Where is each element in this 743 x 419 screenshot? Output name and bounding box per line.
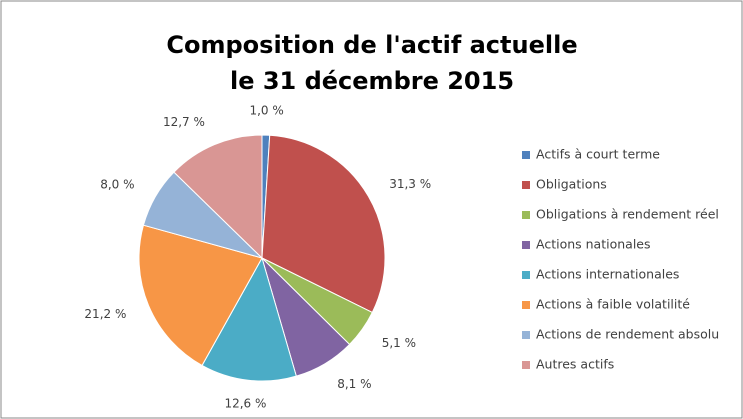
- data-label: 8,1 %: [337, 377, 371, 391]
- data-label: 5,1 %: [382, 336, 416, 350]
- data-label: 21,2 %: [84, 307, 126, 321]
- legend-label: Actions de rendement absolu: [536, 327, 719, 342]
- data-label: 12,7 %: [163, 115, 205, 129]
- legend-label: Obligations à rendement réel: [536, 207, 719, 222]
- legend-swatch: [522, 181, 530, 189]
- chart-title: le 31 décembre 2015: [230, 67, 514, 95]
- legend-swatch: [522, 301, 530, 309]
- legend-swatch: [522, 241, 530, 249]
- legend-swatch: [522, 271, 530, 279]
- pie-slice: [173, 134, 263, 260]
- legend-label: Actions internationales: [536, 267, 679, 282]
- chart-title: Composition de l'actif actuelle: [166, 31, 577, 59]
- data-label: 12,6 %: [224, 397, 266, 411]
- legend-label: Actions nationales: [536, 237, 651, 252]
- data-label: 31,3 %: [389, 177, 431, 191]
- legend-swatch: [522, 331, 530, 339]
- legend-swatch: [522, 151, 530, 159]
- legend-label: Autres actifs: [536, 357, 614, 372]
- pie-slice: [201, 256, 297, 382]
- data-label: 1,0 %: [249, 104, 283, 118]
- pie-slice: [138, 224, 263, 367]
- pie-slice: [261, 134, 386, 314]
- legend-swatch: [522, 361, 530, 369]
- data-label: 8,0 %: [100, 177, 134, 191]
- legend-label: Obligations: [536, 177, 607, 192]
- legend-label: Actifs à court terme: [536, 147, 660, 162]
- legend-label: Actions à faible volatilité: [536, 297, 690, 312]
- legend-swatch: [522, 211, 530, 219]
